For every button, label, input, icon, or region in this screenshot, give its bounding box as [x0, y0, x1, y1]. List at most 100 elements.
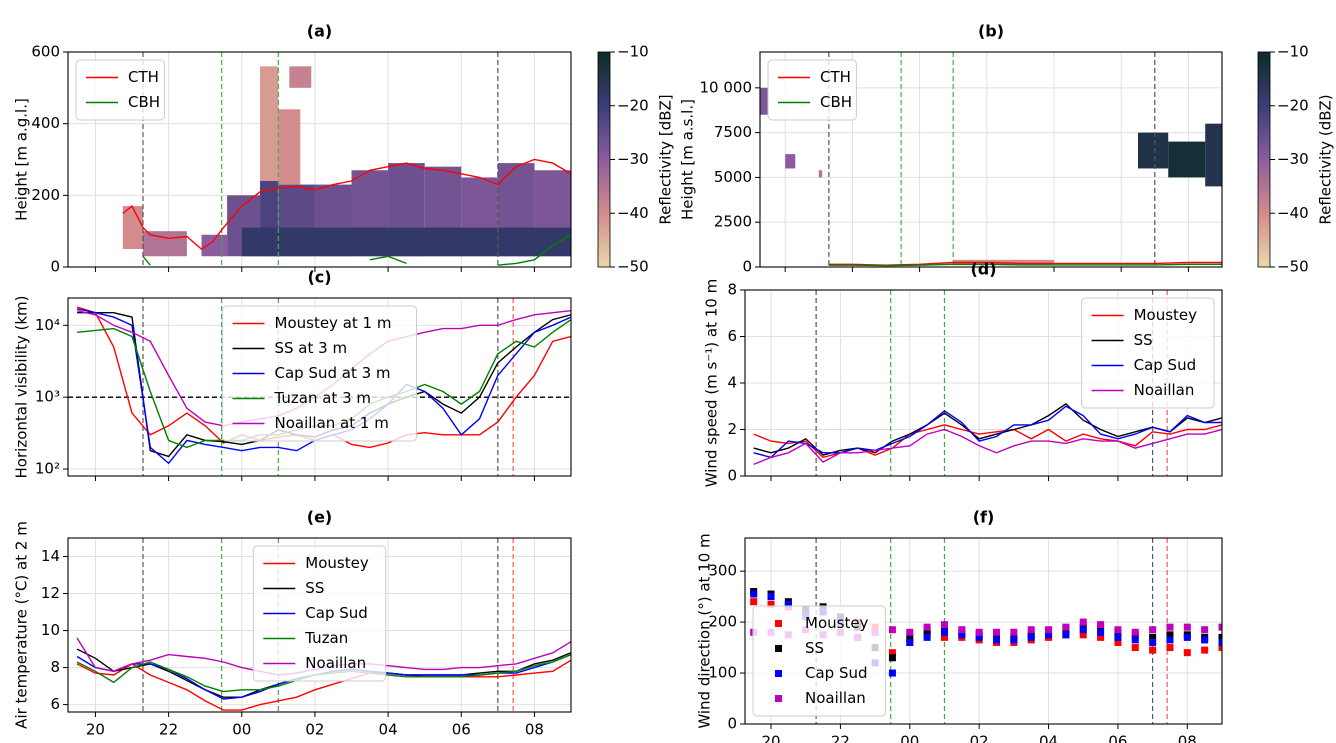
point	[1201, 646, 1209, 654]
y-tick-label: 8	[50, 658, 60, 676]
point	[923, 628, 931, 636]
y-tick-label: 10³	[35, 388, 60, 406]
legend-label: CBH	[820, 93, 852, 111]
y-tick-label: 0	[50, 258, 60, 276]
legend: Moustey SS Cap Sud Noaillan	[752, 605, 886, 717]
panel: (f) Wind direction (°) at 10 m 20 22 00 02 04 0…	[696, 508, 1223, 743]
legend-swatch	[775, 695, 782, 702]
legend-label: Tuzan	[304, 629, 348, 647]
legend-label: Noaillan	[1134, 381, 1195, 399]
point	[1166, 636, 1174, 644]
point	[940, 628, 948, 636]
y-tick-label: 8	[727, 281, 737, 299]
point	[975, 628, 983, 636]
legend-label: CTH	[128, 68, 159, 86]
point	[1166, 644, 1174, 652]
y-axis-label: Air temperature (°C) at 2 m	[13, 521, 31, 729]
point	[888, 654, 896, 662]
panel: (e) Air temperature (°C) at 2 m 20 22 00 02 04…	[13, 508, 572, 739]
y-tick-label: 200	[31, 186, 60, 204]
x-tick-label: 00	[232, 721, 251, 739]
axes-frame	[67, 51, 572, 268]
point	[1183, 623, 1191, 631]
point	[1149, 626, 1157, 634]
point	[958, 631, 966, 639]
point	[906, 628, 914, 636]
line	[142, 234, 571, 266]
legend-label: SS	[805, 639, 824, 657]
heatmap-cell	[785, 154, 796, 169]
y-tick-label: 12	[41, 584, 60, 602]
y-tick-label: 2	[727, 420, 737, 438]
point	[1166, 623, 1174, 631]
y-tick-label: 100	[708, 664, 737, 682]
point	[1062, 631, 1070, 639]
colorbar-tick-label: −40	[1277, 204, 1309, 222]
panel: (b) Height [m a.s.l.] 0 2500 5000 7500 10 000 C…	[679, 22, 1335, 276]
legend-label: Noaillan at 1 m	[275, 414, 389, 432]
legend-swatch	[775, 620, 782, 627]
axes-frame	[67, 297, 572, 477]
heatmap-cell	[818, 170, 823, 178]
y-tick-label: 400	[31, 114, 60, 132]
point	[784, 600, 792, 608]
point	[1149, 646, 1157, 654]
legend-label: Moustey	[1134, 306, 1198, 324]
point	[958, 626, 966, 634]
point	[906, 633, 914, 641]
y-tick-label: 4	[727, 374, 737, 392]
point	[1097, 633, 1105, 641]
legend: CTH CBH	[75, 59, 165, 121]
legend-label: Moustey	[305, 554, 369, 572]
legend-label: Moustey	[805, 614, 869, 632]
y-tick-label: 14	[41, 547, 60, 565]
legend-label: CBH	[128, 93, 160, 111]
x-tick-label: 20	[86, 721, 105, 739]
y-tick-label: 0	[727, 467, 737, 485]
point	[1218, 633, 1222, 641]
x-tick-label: 02	[970, 733, 989, 743]
legend-label: Cap Sud	[305, 604, 368, 622]
point	[1010, 628, 1018, 636]
point	[993, 628, 1001, 636]
heatmap-cell	[1205, 123, 1222, 187]
axes-frame	[67, 537, 572, 713]
x-tick-label: 22	[159, 721, 178, 739]
point	[906, 638, 914, 646]
point	[888, 669, 896, 677]
point	[767, 600, 775, 608]
point	[1114, 633, 1122, 641]
legend-label: Cap Sud	[805, 664, 868, 682]
y-tick-label: 300	[708, 562, 737, 580]
point	[1149, 633, 1157, 641]
colorbar-tick-label: −40	[617, 204, 649, 222]
point	[1097, 621, 1105, 629]
point	[750, 598, 758, 606]
x-tick-label: 04	[379, 721, 398, 739]
panel-title: (d)	[970, 260, 996, 279]
point	[1097, 628, 1105, 636]
y-tick-label: 0	[742, 258, 752, 276]
legend-box	[75, 59, 165, 121]
colorbar-tick-label: −20	[1277, 96, 1309, 114]
panel-title: (b)	[978, 22, 1004, 41]
colorbar	[1257, 51, 1271, 268]
panel-title: (a)	[307, 22, 332, 41]
point	[993, 636, 1001, 644]
point	[1010, 636, 1018, 644]
plot-area	[745, 290, 1222, 476]
point	[923, 633, 931, 641]
x-tick-label: 02	[305, 721, 324, 739]
colorbar-label: Reflectivity [dBZ]	[657, 94, 675, 224]
y-tick-label: 5000	[714, 168, 752, 186]
legend-label: Noaillan	[305, 654, 366, 672]
line	[753, 428, 1222, 466]
point	[1218, 638, 1222, 646]
legend: Moustey SS Cap Sud Tuzan Noaillan	[252, 545, 387, 682]
legend-box	[1081, 297, 1215, 409]
heatmap-cell	[289, 66, 312, 88]
panel: (c) Horizontal visibility (km) 10² 10³ 10⁴ Mo…	[13, 268, 572, 481]
y-axis-label: Height [m a.s.l.]	[679, 99, 697, 220]
point	[1079, 631, 1087, 639]
